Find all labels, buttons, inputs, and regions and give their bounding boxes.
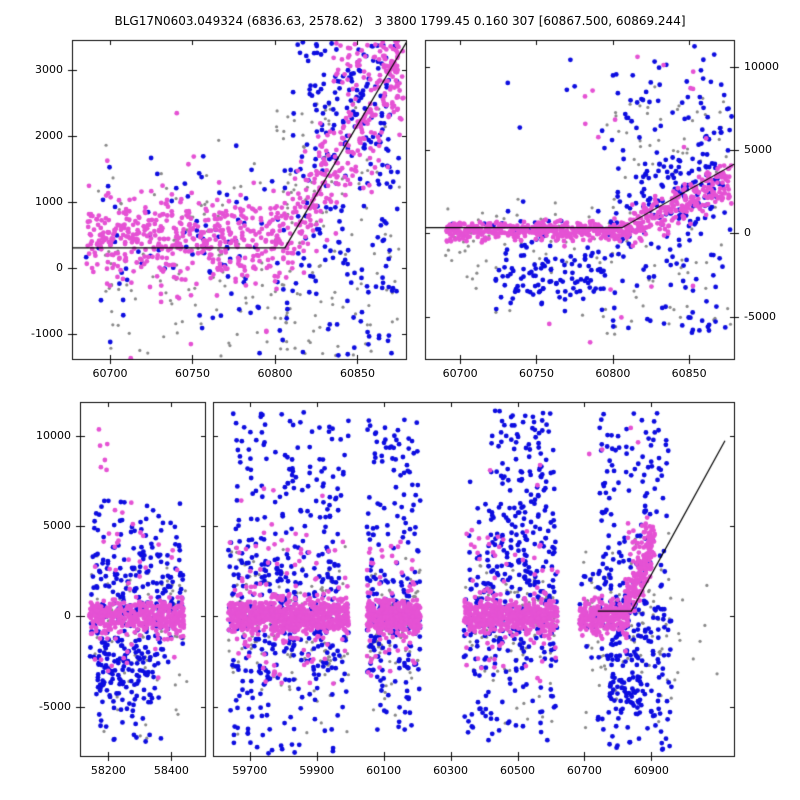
y-tick-label: 10000	[744, 59, 779, 73]
x-tick-label: 59700	[232, 764, 268, 777]
x-tick-label: 60900	[633, 764, 669, 777]
y-tick-label: 0	[56, 260, 63, 274]
y-tick-label: -1000	[31, 326, 63, 340]
y-tick-label: 10000	[36, 429, 71, 443]
y-tick-label: 0	[744, 226, 751, 240]
x-tick-label: 60800	[257, 367, 293, 380]
x-tick-label: 60700	[442, 367, 478, 380]
x-tick-label: 60850	[671, 367, 707, 380]
x-tick-label: 60500	[500, 764, 535, 777]
x-tick-label: 58200	[90, 764, 126, 777]
x-tick-label: 60100	[366, 764, 402, 777]
x-tick-label: 60750	[518, 367, 554, 380]
x-tick-label: 58400	[153, 764, 189, 777]
y-tick-label: 5000	[43, 519, 71, 533]
x-tick-label: 59900	[299, 764, 335, 777]
x-tick-label: 60800	[595, 367, 631, 380]
y-tick-label: 2000	[35, 128, 63, 142]
y-tick-label: -5000	[744, 309, 776, 323]
x-tick-label: 60700	[566, 764, 602, 777]
x-tick-label: 60300	[433, 764, 469, 777]
x-tick-label: 60700	[92, 367, 128, 380]
figure-title: BLG17N0603.049324 (6836.63, 2578.62) 3 3…	[114, 14, 686, 28]
y-tick-label: 5000	[744, 143, 772, 156]
x-tick-label: 60850	[339, 367, 375, 380]
x-tick-label: 60750	[174, 367, 210, 380]
y-tick-label: 1000	[35, 194, 63, 208]
y-tick-label: -5000	[39, 699, 71, 713]
y-tick-label: 0	[64, 609, 71, 623]
y-tick-label: 3000	[35, 62, 63, 76]
